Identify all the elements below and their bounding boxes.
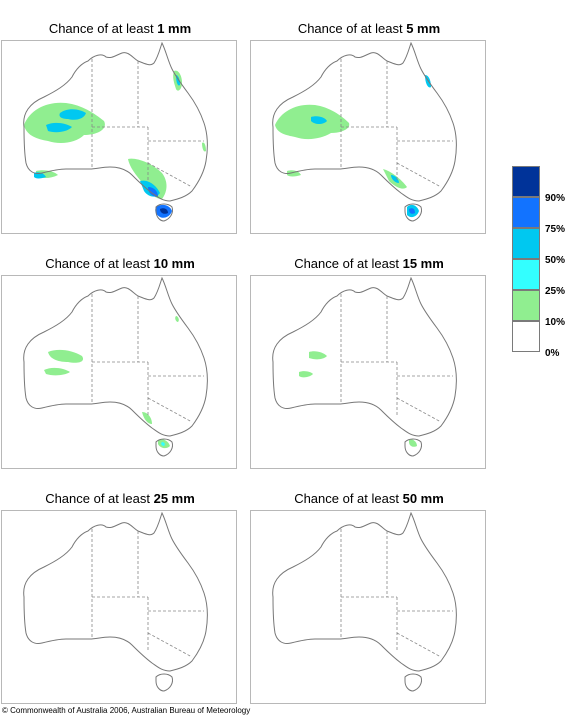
area-10pct-southeast — [142, 412, 152, 424]
legend-swatch-90 — [512, 166, 540, 197]
legend-label-75: 75% — [545, 224, 566, 235]
area-10pct-queensland — [175, 316, 179, 322]
australia-map-25mm — [23, 511, 208, 692]
panel-title-1mm: Chance of at least 1 mm — [48, 21, 192, 36]
australia-map-50mm — [272, 511, 457, 692]
tasmania-outline — [404, 438, 422, 457]
panel-title-50mm: Chance of at least 50 mm — [294, 491, 444, 506]
area-25pct-tasmania — [161, 442, 165, 446]
state-borders — [340, 59, 453, 188]
border-nsw-vic — [147, 162, 193, 188]
state-borders — [91, 59, 204, 188]
panel-title-5mm: Chance of at least 5 mm — [297, 21, 441, 36]
border-nsw-vic — [147, 397, 193, 423]
australia-map-1mm — [23, 41, 208, 222]
australia-coastline — [23, 41, 208, 222]
legend-label-10: 10% — [545, 317, 566, 328]
australia-coastline — [272, 276, 457, 457]
mainland-outline — [272, 511, 457, 672]
mainland-outline — [23, 41, 208, 202]
state-borders — [91, 529, 204, 658]
area-10pct-west-1 — [309, 351, 327, 360]
area-10pct-west — [24, 102, 105, 143]
tasmania-outline — [404, 673, 422, 692]
area-50pct-west-core — [46, 122, 72, 133]
legend-swatch-75 — [512, 197, 540, 228]
area-10pct-west-1 — [48, 349, 84, 363]
legend-label-90: 90% — [545, 193, 566, 204]
mainland-outline — [23, 276, 208, 437]
area-25pct-west — [311, 116, 327, 124]
map-panel-15mm — [250, 275, 486, 469]
mainland-outline — [272, 41, 457, 202]
state-borders — [91, 294, 204, 423]
legend-swatch-10 — [512, 290, 540, 321]
state-borders — [340, 294, 453, 423]
panel-title-10mm: Chance of at least 10 mm — [45, 256, 195, 271]
map-panel-1mm — [1, 40, 237, 234]
state-borders — [340, 529, 453, 658]
map-panel-10mm — [1, 275, 237, 469]
area-90pct-tasmania — [160, 208, 168, 214]
legend-swatch-50 — [512, 228, 540, 259]
area-10pct-tasmania — [409, 439, 417, 447]
rain-probability-areas — [299, 351, 417, 447]
area-25pct-west — [59, 109, 86, 120]
rain-probability-areas — [275, 75, 431, 218]
australia-coastline — [272, 511, 457, 692]
panel-title-15mm: Chance of at least 15 mm — [294, 256, 444, 271]
mainland-outline — [272, 276, 457, 437]
mainland-outline — [23, 511, 208, 672]
australia-map-10mm — [23, 276, 208, 457]
border-nsw-vic — [396, 397, 442, 423]
panel-title-25mm: Chance of at least 25 mm — [45, 491, 195, 506]
area-10pct-west-2 — [299, 371, 313, 378]
legend-label-25: 25% — [545, 286, 566, 297]
tasmania-outline — [155, 203, 173, 222]
rain-probability-areas — [44, 316, 179, 449]
legend-label-0: 0% — [545, 348, 560, 359]
legend-swatch-0 — [512, 321, 540, 352]
border-nsw-vic — [396, 632, 442, 658]
australia-map-15mm — [272, 276, 457, 457]
border-nsw-vic — [147, 632, 193, 658]
australia-coastline — [23, 276, 208, 457]
legend-label-50: 50% — [545, 255, 566, 266]
australia-coastline — [272, 41, 457, 222]
tasmania-outline — [404, 203, 422, 222]
tasmania-outline — [155, 673, 173, 692]
area-75pct-victoria — [148, 187, 158, 197]
area-10pct-nsw-coast — [202, 142, 206, 152]
border-nsw-vic — [396, 162, 442, 188]
tasmania-outline — [155, 438, 173, 457]
area-75pct-tasmania — [409, 208, 415, 214]
australia-map-5mm — [272, 41, 457, 222]
area-50pct-victoria — [391, 175, 399, 183]
area-10pct-west-2 — [44, 367, 70, 376]
map-panel-50mm — [250, 510, 486, 704]
australia-coastline — [23, 511, 208, 692]
map-panel-5mm — [250, 40, 486, 234]
legend-swatch-25 — [512, 259, 540, 290]
copyright-notice: © Commonwealth of Australia 2006, Austra… — [2, 706, 251, 715]
rain-probability-areas — [24, 70, 206, 218]
map-panel-25mm — [1, 510, 237, 704]
